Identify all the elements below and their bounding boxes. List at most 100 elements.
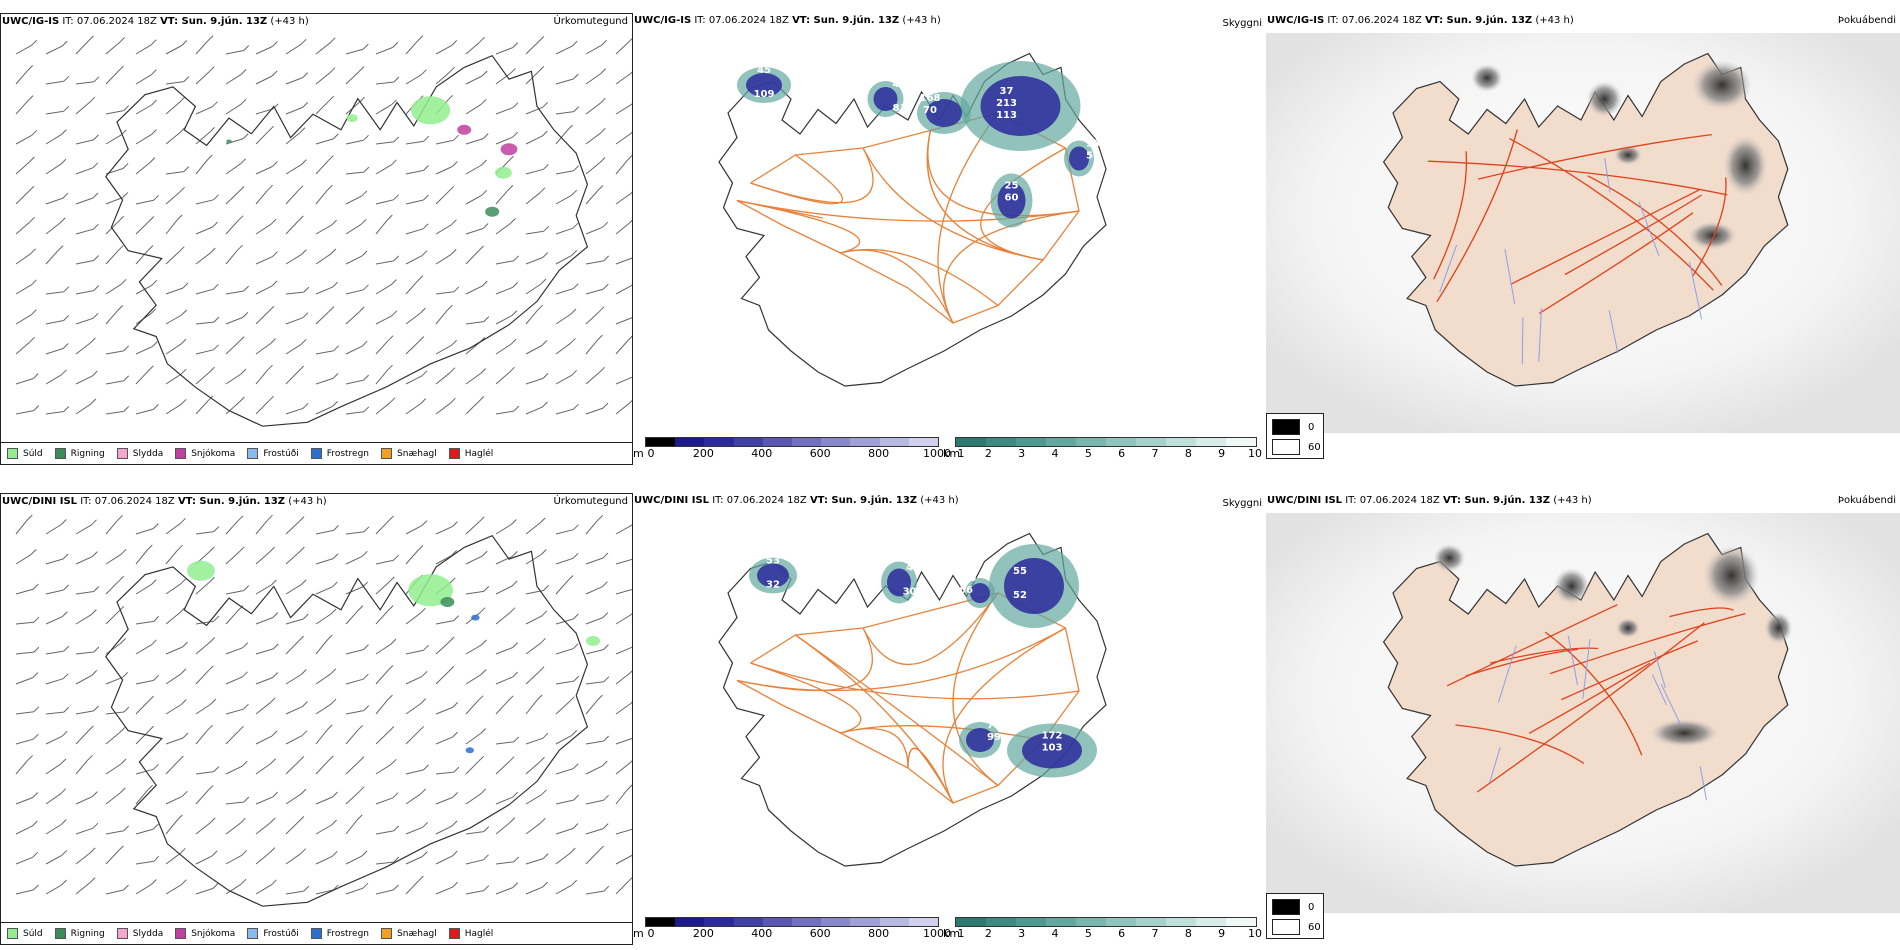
- road: [1544, 631, 1643, 756]
- wind-barb: [465, 194, 483, 205]
- ceiling-area: [887, 568, 911, 597]
- wind-barb: [285, 640, 299, 655]
- road: [1433, 151, 1468, 280]
- wind-barb: [135, 199, 154, 205]
- wind-barb: [105, 850, 119, 865]
- wind-barb-flag: [602, 221, 609, 228]
- wind-barb: [465, 164, 482, 175]
- legend-swatch: [54, 928, 66, 939]
- legend-item: Rigning: [54, 928, 105, 939]
- wind-barb: [135, 284, 153, 295]
- wind-barb: [495, 410, 514, 415]
- wind-barb-flag: [451, 850, 458, 857]
- wind-barb-flag: [62, 611, 68, 617]
- wind-barb: [345, 171, 364, 175]
- wind-barb: [315, 796, 333, 805]
- wind-barb: [285, 407, 304, 415]
- wind-barb-flag: [271, 730, 278, 737]
- wind-barb-flag: [362, 673, 369, 680]
- legend-label: Slydda: [132, 928, 164, 939]
- wind-barb: [225, 551, 240, 565]
- wind-barb-flag: [483, 826, 490, 832]
- wind-barb-flag: [387, 605, 394, 611]
- wind-barb: [375, 559, 394, 565]
- fog-area: [1764, 612, 1793, 644]
- wind-barb: [45, 250, 59, 265]
- wind-barb: [525, 615, 543, 625]
- wind-barb: [555, 254, 573, 265]
- wind-barb-flag: [181, 879, 187, 886]
- wind-barb-flag: [540, 549, 547, 555]
- wind-barb-flag: [453, 286, 460, 293]
- wind-barb-flag: [393, 255, 400, 262]
- wind-barb: [45, 374, 62, 385]
- wind-barb-flag: [542, 373, 549, 379]
- wind-barb-flag: [303, 885, 310, 892]
- wind-barb: [285, 890, 304, 895]
- wind-barb-flag: [213, 194, 219, 201]
- wind-barb-flag: [329, 67, 336, 74]
- ceiling-value-label: 45: [757, 65, 771, 76]
- wind-barb: [135, 221, 150, 235]
- wind-barb-flag: [601, 39, 608, 46]
- panel-title: Skyggni: [1222, 18, 1262, 29]
- wind-barb-flag: [393, 856, 400, 863]
- wind-barb-flag: [151, 279, 158, 286]
- wind-barb-flag: [89, 847, 96, 854]
- wind-barb-flag: [572, 763, 579, 770]
- wind-barb-flag: [572, 613, 579, 620]
- wind-barb: [105, 310, 119, 325]
- wind-barb-flag: [423, 644, 429, 651]
- wind-barb: [465, 342, 481, 355]
- wind-barb: [105, 889, 124, 895]
- wind-barb: [15, 738, 34, 745]
- wind-barb-flag: [209, 637, 216, 643]
- wind-barb: [135, 620, 154, 625]
- wind-barb: [255, 130, 269, 145]
- wind-barb: [465, 700, 479, 715]
- legend-label: Haglél: [464, 448, 494, 459]
- wind-barb: [105, 134, 122, 145]
- wind-barb-flag: [573, 403, 579, 410]
- legend-label: Snæhagl: [397, 928, 437, 939]
- wind-barb: [195, 790, 209, 805]
- wind-barb: [315, 889, 334, 895]
- wind-barb: [345, 411, 364, 415]
- wind-barb: [315, 189, 328, 205]
- precip-area: [465, 747, 474, 754]
- wind-barb-flag: [209, 817, 216, 824]
- ceiling-value-label: 168: [920, 93, 941, 104]
- colorbar-step: [821, 918, 851, 926]
- wind-barb: [435, 344, 452, 355]
- wind-barb: [375, 797, 394, 805]
- wind-barb-flag: [91, 519, 97, 526]
- wind-barb-flag: [541, 340, 548, 346]
- wind-barb: [15, 410, 34, 415]
- wind-barb-flag: [330, 248, 337, 255]
- ceiling-value-label: 53: [766, 556, 780, 567]
- colorbar-step: [792, 918, 822, 926]
- legend-item: Frostregn: [310, 928, 369, 939]
- wind-barb: [315, 350, 334, 355]
- wind-barb-flag: [179, 607, 186, 613]
- wind-barb-flag: [420, 607, 426, 614]
- colorbar-gradient: [645, 917, 939, 927]
- wind-barb: [285, 761, 300, 775]
- wind-barb-flag: [393, 884, 399, 891]
- wind-barb-flag: [239, 396, 245, 403]
- wind-barb-flag: [93, 705, 100, 712]
- road: [795, 634, 853, 676]
- wind-barb-flag: [603, 644, 609, 650]
- wind-barb: [15, 314, 32, 325]
- wind-barb-flag: [571, 879, 578, 886]
- wind-barb-flag: [180, 517, 186, 524]
- wind-barb: [225, 801, 244, 805]
- wind-barb-flag: [572, 222, 579, 229]
- wind-barb-flag: [387, 364, 393, 371]
- wind-barb-flag: [209, 366, 215, 373]
- fog-area: [1723, 135, 1768, 196]
- wind-barb: [255, 677, 273, 685]
- wind-barb: [585, 519, 599, 535]
- fog-area: [1471, 64, 1503, 92]
- wind-barb: [555, 852, 571, 865]
